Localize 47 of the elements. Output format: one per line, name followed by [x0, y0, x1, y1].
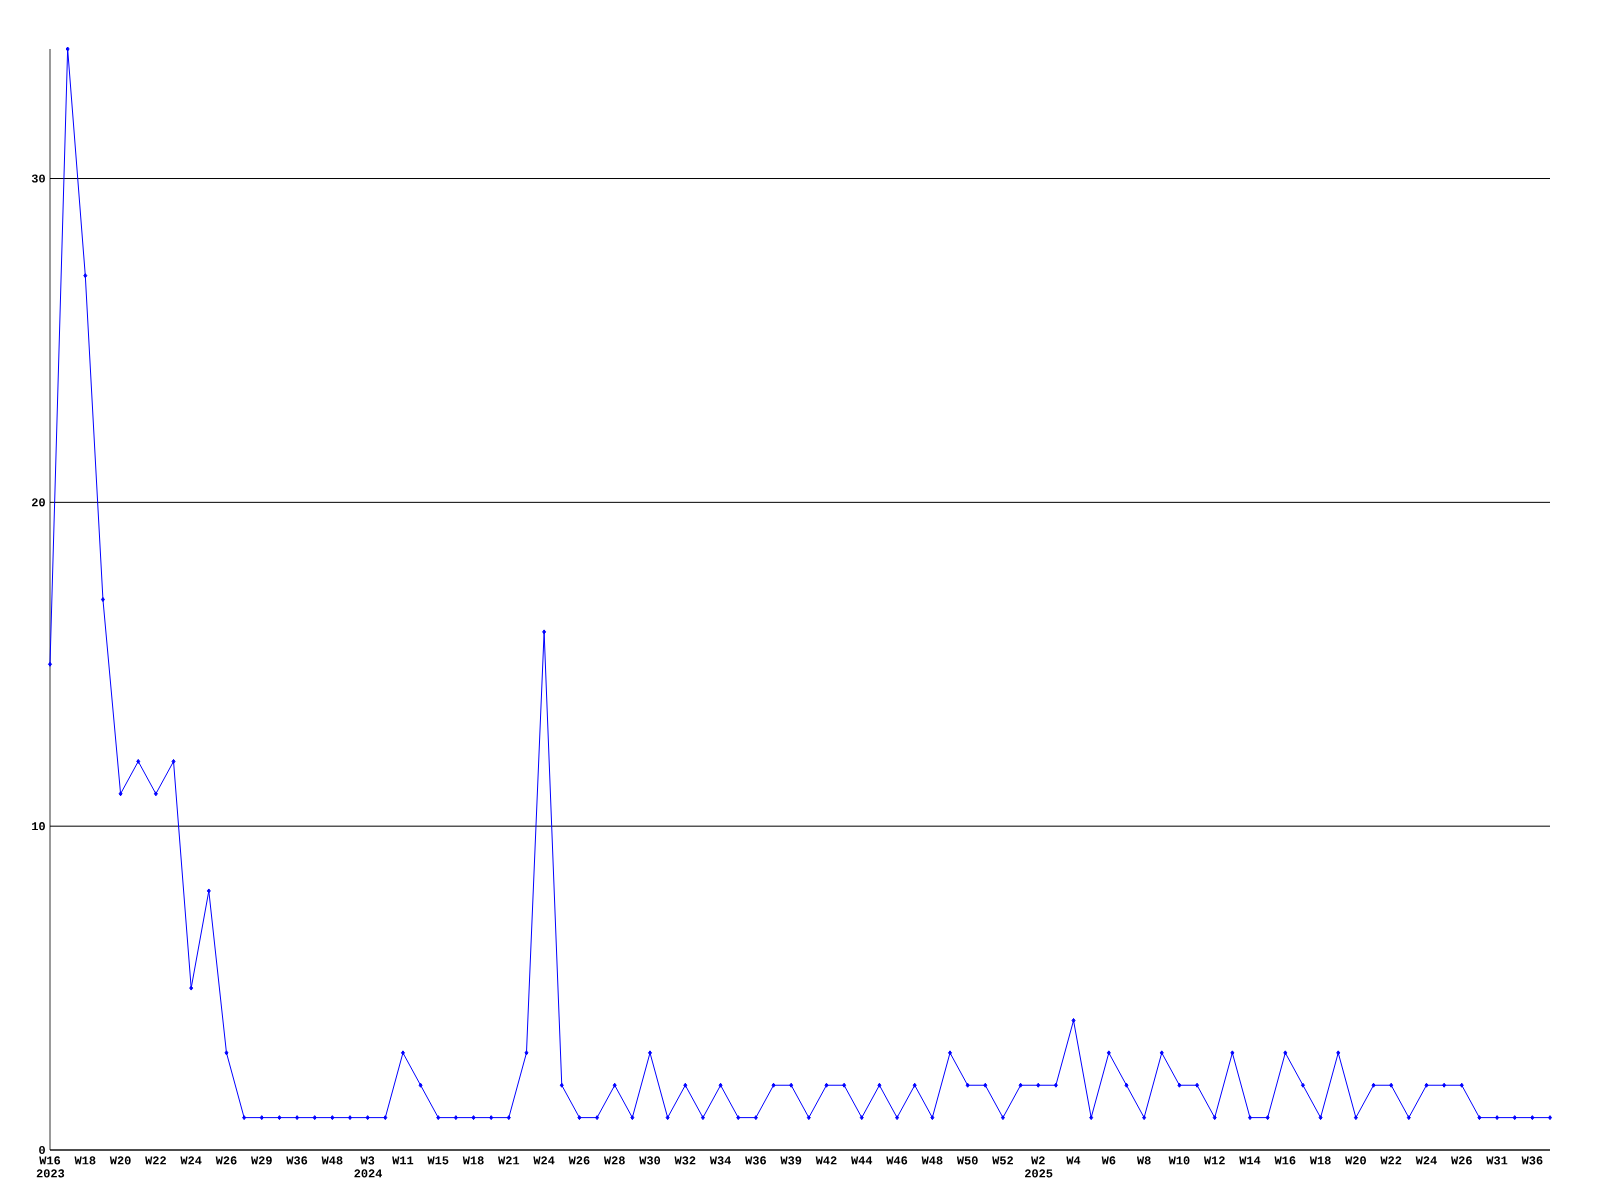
x-tick-label: W24 [1415, 1156, 1437, 1165]
x-tick-label: W18 [462, 1156, 484, 1165]
x-tick-label: W30 [639, 1156, 661, 1165]
x-tick-label: W11 [392, 1156, 414, 1165]
x-tick-label: W42 [815, 1156, 837, 1165]
x-tick-label: W20 [1345, 1156, 1366, 1165]
y-tick-label: 30 [31, 174, 45, 183]
x-tick-label: W36 [1521, 1156, 1543, 1165]
x-tick-label: W28 [603, 1156, 625, 1165]
x-tick-label: W3 2024 [354, 1156, 383, 1178]
x-tick-label: W18 [1309, 1156, 1331, 1165]
y-tick-label: 0 [39, 1145, 45, 1155]
x-tick-label: W16 2023 [36, 1156, 65, 1178]
x-tick-label: W32 [674, 1156, 696, 1165]
x-tick-label: W22 [1380, 1156, 1402, 1165]
x-tick-label: W39 [780, 1156, 802, 1165]
x-tick-label: W18 [74, 1156, 96, 1165]
x-tick-label: W26 [1451, 1156, 1472, 1165]
x-tick-label: W29 [251, 1156, 272, 1165]
x-tick-label: W52 [992, 1156, 1013, 1165]
x-tick-label: W34 [709, 1156, 731, 1165]
x-tick-label: W48 [921, 1156, 943, 1165]
x-tick-label: W36 [286, 1156, 308, 1165]
x-tick-label: W24 [533, 1156, 555, 1165]
x-tick-label: W8 [1136, 1156, 1151, 1165]
x-tick-label: W48 [321, 1156, 343, 1165]
x-tick-label: W15 [427, 1156, 449, 1165]
x-tick-label: W36 [745, 1156, 766, 1165]
x-tick-label: W31 [1486, 1156, 1508, 1165]
x-tick-label: W22 [145, 1156, 166, 1165]
x-tick-label: W4 [1066, 1156, 1081, 1165]
x-tick-label: W24 [180, 1156, 202, 1165]
x-tick-label: W16 [1274, 1156, 1296, 1165]
x-tick-label: W10 [1168, 1156, 1190, 1165]
x-tick-label: W26 [568, 1156, 590, 1165]
x-tick-label: W12 [1203, 1156, 1225, 1165]
x-tick-label: W46 [886, 1156, 908, 1165]
x-tick-label: W14 [1239, 1156, 1261, 1165]
x-tick-label: W50 [956, 1156, 978, 1165]
x-tick-label: W6 [1101, 1156, 1116, 1165]
y-tick-label: 10 [32, 822, 45, 831]
x-tick-label: W20 [109, 1156, 131, 1165]
x-tick-label: W2 2025 [1025, 1156, 1053, 1178]
x-tick-label: W44 [851, 1156, 873, 1165]
x-tick-label: W21 [498, 1156, 520, 1165]
y-tick-label: 20 [31, 498, 45, 507]
x-tick-label: W26 [215, 1156, 237, 1165]
